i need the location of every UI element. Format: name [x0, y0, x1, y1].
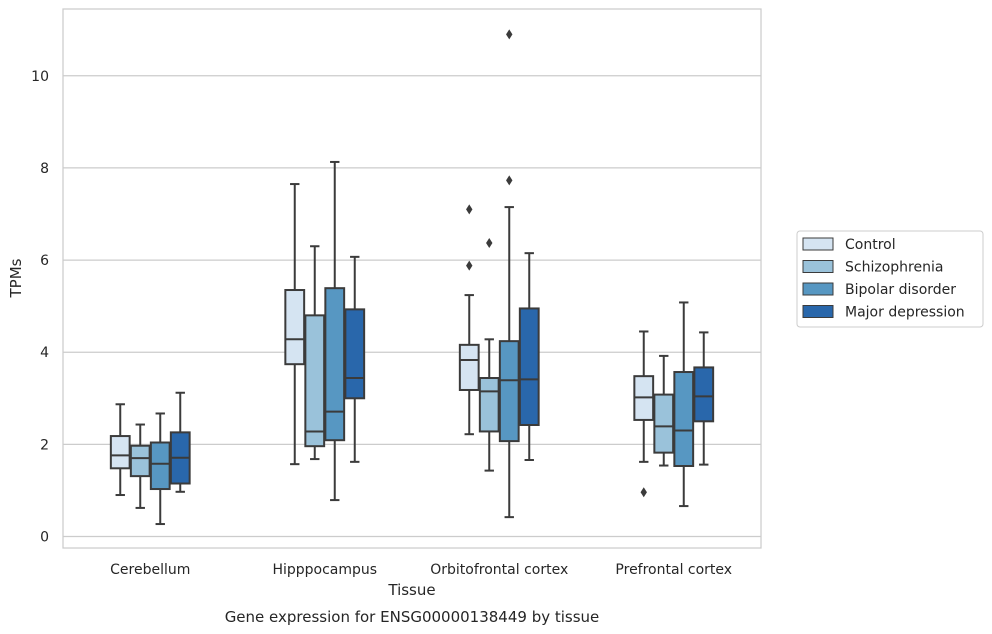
box-iqr: [109, 435, 131, 470]
legend-swatch: [802, 282, 834, 296]
box-group-cerebellum: [109, 391, 191, 526]
box-control: [633, 330, 655, 498]
box-iqr: [344, 308, 366, 400]
legend: Control Schizophrenia Bipolar disorder Majo…: [796, 230, 984, 328]
box-iqr: [693, 366, 715, 423]
box-bipolar-disorder: [673, 301, 695, 508]
box-iqr: [129, 444, 151, 478]
outlier-point: [486, 238, 493, 249]
outlier-point: [506, 175, 513, 186]
box-schizophrenia: [129, 423, 151, 509]
box-iqr: [324, 287, 346, 442]
box-major-depression: [693, 331, 715, 466]
legend-label: Bipolar disorder: [845, 282, 956, 298]
box-major-depression: [518, 252, 540, 462]
legend-label: Control: [845, 237, 896, 253]
box-iqr: [284, 289, 306, 366]
legend-swatch: [802, 237, 834, 251]
box-group-orbitofrontal-cortex: [458, 29, 540, 519]
x-tick-labels: Cerebellum Hipppocampus Orbitofrontal cort…: [110, 562, 732, 578]
figure-caption: Gene expression for ENSG00000138449 by t…: [225, 608, 600, 626]
x-tick-label: Prefrontal cortex: [615, 562, 732, 578]
box-iqr: [304, 314, 326, 448]
y-tick-label: 4: [40, 345, 49, 361]
y-tick-label: 6: [40, 253, 49, 269]
outlier-point: [466, 260, 473, 271]
box-major-depression: [169, 391, 191, 493]
box-schizophrenia: [653, 354, 675, 467]
box-iqr: [653, 393, 675, 454]
legend-swatch: [802, 260, 834, 273]
plot-area-frame: [62, 8, 762, 549]
box-bipolar-disorder: [324, 160, 346, 502]
box-bipolar-disorder: [498, 29, 520, 519]
y-tick-labels: 0 2 4 6 8 10: [31, 69, 49, 546]
x-tick-label: Hipppocampus: [272, 562, 377, 578]
y-tick-label: 10: [31, 69, 49, 85]
x-tick-label: Orbitofrontal cortex: [430, 562, 568, 578]
box-schizophrenia: [478, 238, 500, 472]
box-control: [284, 183, 306, 466]
legend-swatch: [802, 305, 834, 318]
box-schizophrenia: [304, 245, 326, 461]
y-axis-title: TPMs: [7, 258, 25, 298]
box-iqr: [673, 371, 695, 467]
y-tick-label: 0: [40, 529, 49, 545]
outlier-point: [640, 487, 647, 498]
outlier-point: [506, 29, 513, 40]
box-iqr: [458, 343, 480, 391]
y-tick-label: 8: [40, 161, 49, 177]
box-group-hipppocampus: [284, 160, 366, 502]
box-control: [109, 403, 131, 497]
box-iqr: [498, 340, 520, 443]
box-control: [458, 204, 480, 436]
legend-label: Schizophrenia: [845, 260, 943, 276]
legend-frame: [796, 230, 984, 328]
legend-label: Major depression: [845, 305, 965, 321]
x-tick-label: Cerebellum: [110, 562, 190, 578]
box-major-depression: [344, 255, 366, 463]
box-group-prefrontal-cortex: [633, 301, 715, 508]
box-bipolar-disorder: [149, 412, 171, 526]
box-iqr: [518, 307, 540, 426]
outlier-point: [466, 204, 473, 215]
box-groups: [109, 29, 715, 526]
box-iqr: [149, 441, 171, 491]
x-axis-title: Tissue: [387, 581, 435, 599]
box-iqr: [478, 377, 500, 433]
y-tick-label: 2: [40, 437, 49, 453]
